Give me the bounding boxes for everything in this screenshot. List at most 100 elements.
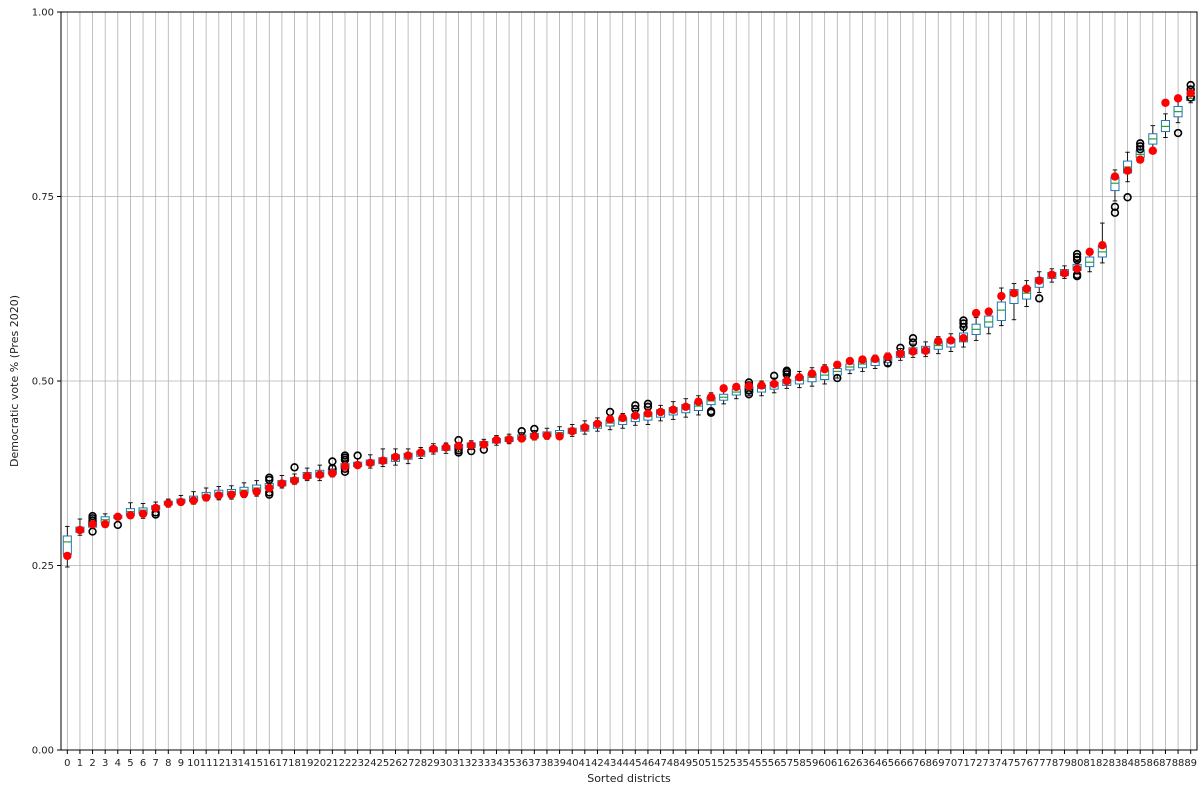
enacted-point [176,497,186,507]
enacted-point [1060,269,1069,278]
x-tick-label: 47 [654,758,667,769]
x-tick-label: 54 [743,758,756,769]
x-tick-label: 5 [127,758,133,769]
enacted-point [757,381,766,390]
x-tick-label: 28 [414,758,427,769]
x-tick-label: 3 [102,758,108,769]
enacted-point [1186,88,1195,98]
x-tick-label: 88 [1172,758,1185,769]
enacted-point [542,431,552,440]
enacted-point [1148,146,1158,155]
x-tick-label: 86 [1146,758,1159,769]
y-axis-ticks: 0.00 0.25 0.50 0.75 1.00 [32,8,61,757]
enacted-point [858,355,867,364]
enacted-point [227,490,236,499]
enacted-point [353,460,362,470]
box [693,395,703,416]
x-axis-label: Sorted districts [587,772,671,785]
outlier-point [1135,145,1145,154]
outlier-point [643,399,653,409]
enacted-point [113,512,123,521]
x-tick-label: 72 [970,758,983,769]
x-tick-label: 65 [881,758,894,769]
outlier-point [353,451,362,460]
enacted-point [1173,94,1183,103]
enacted-point [568,426,577,436]
enacted-point [845,356,855,366]
x-tick-label: 85 [1134,758,1147,769]
x-tick-label: 18 [288,758,301,769]
enacted-point [1085,247,1094,257]
x-tick-label: 2 [89,758,95,769]
enacted-point [201,493,211,502]
outlier-point [769,371,779,381]
outlier-point [1135,142,1145,151]
outlier-point [88,511,97,521]
box [1148,125,1158,151]
x-tick-label: 48 [667,758,680,769]
x-tick-label: 84 [1121,758,1134,769]
x-tick-label: 71 [957,758,970,769]
outlier-series [88,80,1195,536]
x-tick-label: 37 [528,758,541,769]
x-tick-label: 59 [806,758,819,769]
x-tick-label: 82 [1096,758,1109,769]
outlier-point [265,473,274,482]
box [1022,280,1032,307]
x-tick-label: 69 [932,758,945,769]
outlier-point [744,390,754,399]
enacted-point [820,364,829,374]
enacted-point [1009,288,1019,298]
enacted-point [1123,166,1132,175]
enacted-point [631,411,640,420]
enacted-point [555,432,564,441]
x-tick-label: 60 [818,758,831,769]
x-tick-label: 10 [187,758,200,769]
outlier-point [290,463,299,472]
x-tick-label: 45 [629,758,642,769]
enacted-point [416,448,425,457]
x-tick-label: 43 [604,758,617,769]
box [1173,100,1183,124]
x-tick-label: 73 [982,758,995,769]
enacted-point [694,397,703,406]
enacted-point [88,519,97,529]
outlier-point [1123,193,1132,202]
enacted-point [668,405,678,414]
x-tick-label: 19 [301,758,314,769]
enacted-point [959,333,968,343]
outlier-point [1035,294,1044,303]
outlier-point [959,319,968,328]
x-tick-label: 11 [200,758,213,769]
outlier-point [1110,202,1120,212]
x-tick-label: 80 [1071,758,1084,769]
x-tick-label: 35 [503,758,516,769]
outlier-point [1173,128,1183,138]
x-tick-label: 30 [440,758,453,769]
outlier-point [782,366,791,375]
outlier-point [1186,80,1195,90]
x-tick-label: 78 [1045,758,1058,769]
y-axis-label: Democratic vote % (Pres 2020) [8,295,21,467]
x-tick-label: 6 [140,758,146,769]
enacted-point [467,441,476,450]
enacted-point [1072,264,1082,274]
x-tick-label: 15 [250,758,263,769]
enacted-point [302,472,312,481]
enacted-point [265,483,274,493]
enacted-point [189,496,198,505]
x-tick-label: 1 [77,758,83,769]
x-tick-label: 33 [477,758,490,769]
x-tick-label: 25 [376,758,389,769]
x-tick-label: 12 [212,758,225,769]
outlier-point [908,338,918,347]
enacted-point [908,347,918,356]
enacted-point [807,369,817,378]
x-tick-label: 4 [115,758,121,769]
x-tick-label: 42 [591,758,604,769]
x-tick-label: 9 [178,758,184,769]
x-tick-label: 87 [1159,758,1172,769]
enacted-point [795,373,804,382]
enacted-point [1047,270,1057,279]
enacted-point [366,458,375,468]
